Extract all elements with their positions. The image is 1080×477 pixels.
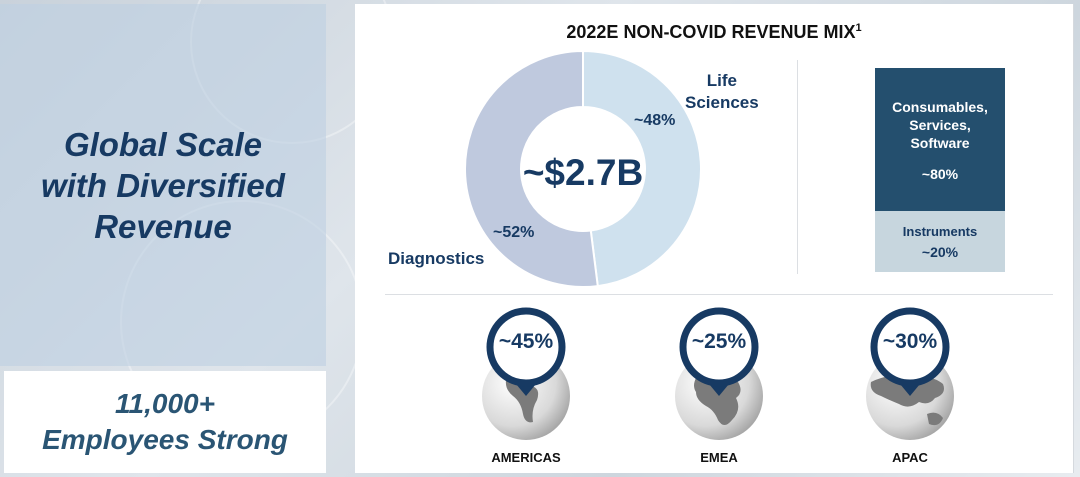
employees-box: 11,000+ Employees Strong — [4, 371, 326, 473]
headline: Global Scale with Diversified Revenue — [13, 124, 313, 247]
donut-slice-life-sciences — [582, 51, 702, 288]
employee-count: 11,000+ — [115, 388, 215, 419]
globe-americas-icon — [482, 307, 570, 440]
headline-panel: Global Scale with Diversified Revenue — [0, 4, 326, 366]
region-americas-name: AMERICAS — [491, 450, 561, 465]
region-apac-name: APAC — [892, 450, 928, 465]
consumables-label: Consumables, Services, Software — [875, 68, 1005, 152]
footnote-marker: 1 — [855, 22, 862, 34]
life-sciences-label-line: Sciences — [685, 93, 759, 112]
region-emea-value: ~25% — [691, 330, 747, 353]
donut-center-label: ~$2.7B — [523, 152, 643, 193]
globe-emea-icon — [675, 307, 763, 440]
consumables-label-line: Software — [910, 135, 970, 151]
divider — [385, 294, 1053, 295]
divider — [797, 60, 798, 274]
instruments-value: ~20% — [921, 244, 959, 260]
chart-title-text: 2022E NON-COVID REVENUE MIX — [566, 22, 856, 42]
consumables-value: ~80% — [921, 166, 959, 182]
life-sciences-label: Life Sciences — [685, 70, 759, 114]
region-americas: ~45% AMERICAS — [473, 302, 603, 467]
life-sciences-label-line: Life — [706, 71, 737, 90]
employee-caption: Employees Strong — [42, 424, 288, 455]
headline-line: Revenue — [94, 207, 232, 245]
region-emea: ~25% EMEA — [666, 302, 796, 467]
region-americas-value: ~45% — [498, 330, 554, 353]
life-sciences-value: ~48% — [634, 112, 676, 129]
chart-title: 2022E NON-COVID REVENUE MIX1 — [355, 22, 1073, 43]
headline-line: Global Scale — [63, 125, 263, 163]
donut-slice-diagnostics — [465, 51, 599, 288]
bar-segment-consumables: Consumables, Services, Software ~80% — [875, 68, 1005, 211]
region-apac: ~30% APAC — [857, 302, 987, 467]
instruments-label: Instruments — [902, 224, 978, 239]
headline-line: with Diversified — [41, 166, 285, 204]
diagnostics-label: Diagnostics — [388, 249, 485, 268]
revenue-mix-panel: 2022E NON-COVID REVENUE MIX1 ~$2.7B Life… — [355, 4, 1074, 473]
region-emea-name: EMEA — [700, 450, 738, 465]
consumables-label-line: Consumables, — [892, 99, 988, 115]
region-apac-value: ~30% — [882, 330, 938, 353]
globe-apac-icon — [866, 307, 954, 440]
diagnostics-value: ~52% — [493, 224, 535, 241]
consumables-label-line: Services, — [909, 117, 971, 133]
revenue-donut-chart: ~$2.7B — [465, 51, 702, 288]
bar-segment-instruments: Instruments ~20% — [875, 211, 1005, 272]
